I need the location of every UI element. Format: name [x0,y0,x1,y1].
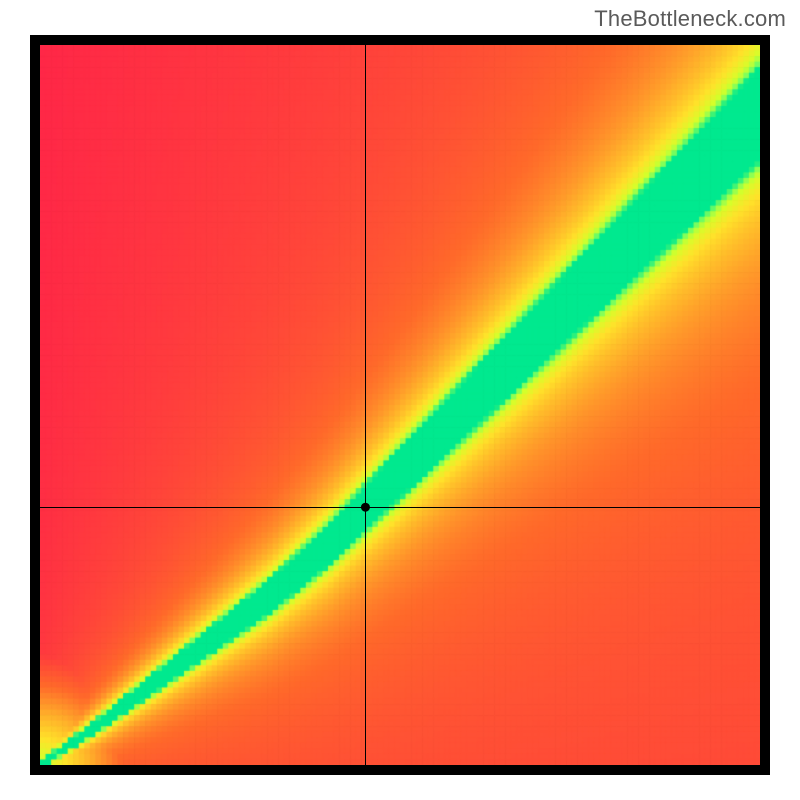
watermark-label: TheBottleneck.com [594,6,786,32]
crosshair-horizontal [40,507,760,508]
crosshair-vertical [365,45,366,765]
heatmap-canvas [40,45,760,765]
container: TheBottleneck.com [0,0,800,800]
plot-frame [30,35,770,775]
